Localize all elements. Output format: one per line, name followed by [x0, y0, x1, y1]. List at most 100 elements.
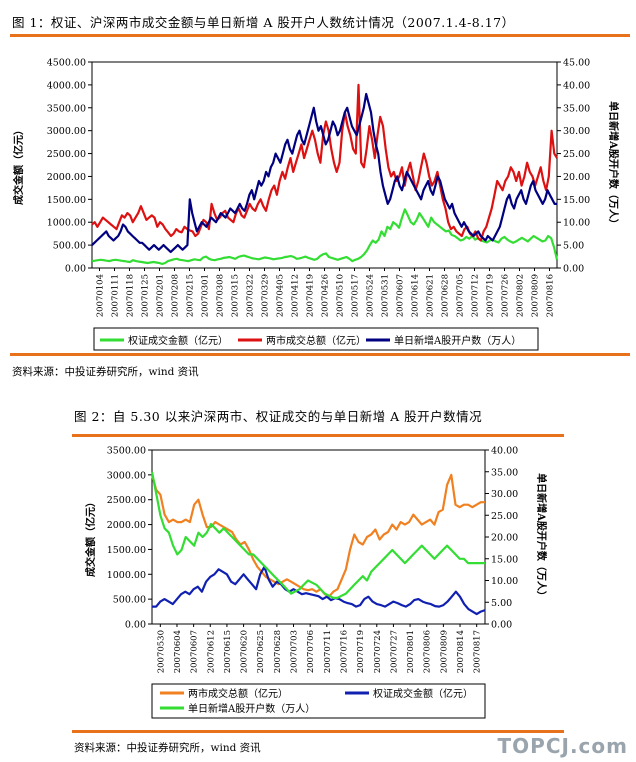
x-tick-label: 20070716 [339, 630, 349, 673]
legend-box [151, 683, 486, 719]
x-tick-label: 20070125 [141, 274, 151, 317]
y2-tick-label: 20.00 [563, 172, 590, 183]
y2-axis-title: 单日新增A股开户数（万人） [607, 101, 620, 229]
x-tick-label: 20070628 [441, 274, 451, 317]
y2-tick-label: 35.00 [491, 467, 518, 478]
x-tick-label: 20070419 [306, 274, 316, 317]
x-tick-label: 20070315 [231, 274, 241, 317]
legend-label-3: 单日新增A股开户数（万人） [394, 334, 521, 347]
x-tick-label: 20070727 [389, 630, 399, 673]
x-tick-label: 20070705 [456, 274, 466, 317]
x-tick-label: 20070719 [356, 630, 366, 673]
y-tick-label: 1500.00 [47, 195, 86, 206]
x-tick-label: 20070621 [426, 274, 436, 317]
legend-box [93, 327, 539, 351]
y-axis-title: 成交金额（亿元） [12, 125, 25, 205]
x-tick-label: 20070208 [171, 274, 181, 317]
x-tick-label: 20070817 [473, 630, 483, 673]
series-line-3 [150, 471, 485, 599]
figure2-source: 资料来源：中投证券研究所，wind 资讯 [74, 742, 261, 754]
y-tick-label: 1000.00 [107, 570, 146, 581]
legend-label-2: 两市成交总额（亿元） [266, 334, 366, 347]
figure1-chart: 4500.00 4000.00 3500.00 3000.00 2500.00 2000.… [12, 58, 620, 351]
y2-tick-label: 5.00 [563, 241, 584, 252]
x-tick-label: 20070712 [471, 274, 481, 317]
y2-tick-label: 0.00 [491, 620, 512, 631]
x-tick-label: 20070524 [366, 274, 376, 317]
y-tick-label: 500.00 [113, 595, 146, 606]
x-tick-label: 20070809 [439, 630, 449, 673]
y2-tick-label: 10.00 [563, 218, 590, 229]
x-tick-label: 20070706 [306, 630, 316, 673]
x-tick-label: 20070719 [486, 274, 496, 317]
x-tick-label: 20070329 [261, 274, 271, 317]
figure2-top-rule [72, 434, 564, 437]
series-line-3 [91, 92, 557, 254]
y-tick-label: 2500.00 [107, 495, 146, 506]
x-tick-label: 20070806 [423, 630, 433, 673]
y-tick-label: 3000.00 [107, 470, 146, 481]
legend-label-1: 权证成交金额（亿元） [128, 334, 228, 347]
x-tick-label: 20070816 [546, 274, 556, 317]
x-tick-label: 20070215 [186, 274, 196, 317]
figure2-chart: 3500.00 3000.00 2500.00 2000.00 1500.00 1000.… [84, 446, 548, 719]
figure1-top-rule [10, 34, 630, 37]
y2-tick-label: 25.00 [491, 511, 518, 522]
x-tick-label: 20070612 [206, 630, 216, 673]
figure1-bottom-rule [10, 353, 630, 356]
y2-axis-title: 单日新增A股开户数（万人） [535, 473, 548, 601]
y-tick-label: 1000.00 [47, 218, 86, 229]
series-line-1 [150, 473, 485, 598]
y2-tick-label: 15.00 [563, 195, 590, 206]
series-line-2 [91, 83, 558, 242]
x-tick-label: 20070604 [173, 630, 183, 673]
y2-tick-label: 30.00 [563, 126, 590, 137]
y2-tick-label: 0.00 [563, 264, 584, 275]
x-tick-label: 20070412 [291, 274, 301, 317]
x-tick-label: 20070531 [381, 274, 391, 317]
x-tick-label: 20070405 [276, 274, 286, 317]
x-tick-label: 20070620 [240, 630, 250, 673]
y-tick-label: 0.00 [65, 264, 86, 275]
x-tick-label: 20070614 [411, 274, 421, 317]
y-tick-label: 3000.00 [47, 126, 86, 137]
x-tick-label: 20070301 [201, 274, 211, 317]
x-tick-label: 20070801 [406, 630, 416, 673]
y2-tick-label: 10.00 [491, 576, 518, 587]
legend-label-1: 两市成交总额（亿元） [188, 687, 288, 700]
y2-tick-label: 5.00 [491, 598, 512, 609]
x-tick-label: 20070201 [156, 274, 166, 317]
x-tick-label: 20070104 [96, 274, 106, 317]
x-tick-label: 20070111 [111, 274, 121, 317]
legend-label-3: 单日新增A股开户数（万人） [188, 702, 315, 715]
y-tick-label: 4000.00 [47, 80, 86, 91]
x-tick-label: 20070628 [273, 630, 283, 673]
y2-tick-label: 25.00 [563, 149, 590, 160]
y2-tick-label: 40.00 [563, 80, 590, 91]
y-tick-label: 0.00 [125, 620, 146, 631]
legend-label-2: 权证成交金额（亿元） [373, 687, 473, 700]
y2-tick-label: 35.00 [563, 103, 590, 114]
figure2-bottom-rule [72, 730, 564, 733]
x-tick-label: 20070322 [246, 274, 256, 317]
figure1-title: 图 1：权证、沪深两市成交金额与单日新增 A 股开户人数统计情况（2007.1.… [12, 15, 515, 30]
x-tick-label: 20070802 [516, 274, 526, 317]
x-tick-label: 20070308 [216, 274, 226, 317]
y-tick-label: 3500.00 [47, 103, 86, 114]
figure1-source: 资料来源：中投证券研究所，wind 资讯 [12, 366, 199, 378]
watermark-logo: TOPCJ.com [497, 734, 628, 758]
y-tick-label: 4500.00 [47, 58, 86, 69]
y-tick-label: 2000.00 [47, 172, 86, 183]
y2-tick-label: 15.00 [491, 554, 518, 565]
x-tick-label: 20070625 [256, 630, 266, 673]
x-tick-label: 20070809 [531, 274, 541, 317]
x-tick-label: 20070517 [351, 274, 361, 317]
x-tick-label: 20070724 [373, 630, 383, 673]
x-tick-label: 20070615 [223, 630, 233, 673]
x-tick-label: 20070530 [156, 630, 166, 673]
y-tick-label: 500.00 [53, 241, 86, 252]
x-tick-label: 20070510 [336, 274, 346, 317]
x-tick-label: 20070607 [190, 630, 200, 673]
y-tick-label: 1500.00 [107, 545, 146, 556]
y-tick-label: 2500.00 [47, 149, 86, 160]
